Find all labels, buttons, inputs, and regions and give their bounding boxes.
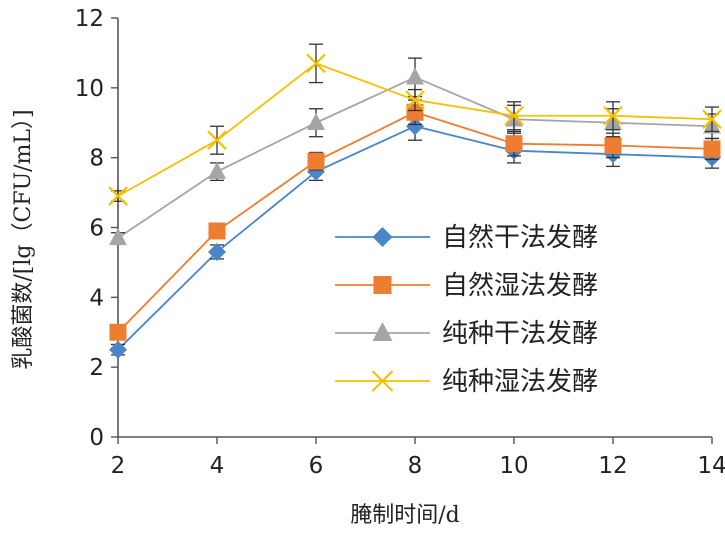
data-point [372, 227, 393, 247]
data-point [306, 53, 326, 74]
marker-stroke [603, 105, 623, 126]
x-tick-label: 4 [210, 453, 225, 479]
data-point [109, 340, 127, 359]
series-2 [109, 99, 721, 341]
data-point [405, 90, 425, 110]
data-point [108, 186, 128, 206]
y-tick-label: 2 [89, 355, 104, 381]
marker-stroke [108, 186, 128, 206]
data-point [406, 103, 424, 121]
data-point [702, 109, 722, 130]
data-point [307, 152, 325, 170]
legend-label: 自然湿法发酵 [442, 271, 598, 301]
data-point [604, 136, 622, 154]
y-tick-label: 4 [89, 285, 104, 311]
y-tick-label: 6 [89, 216, 104, 242]
y-axis-title: 乳酸菌数/[lg（CFU/mL）] [11, 109, 36, 369]
series-3 [109, 57, 721, 246]
y-tick-label: 0 [89, 425, 104, 451]
x-tick-label: 2 [111, 453, 126, 479]
x-axis-title: 腌制时间/d [350, 503, 460, 528]
legend-item-1: 自然干法发酵 [335, 223, 598, 253]
data-point [373, 276, 392, 294]
data-point [109, 323, 127, 341]
data-point [208, 242, 226, 261]
data-point [504, 105, 524, 126]
x-tick-label: 14 [697, 453, 725, 479]
data-point [406, 67, 424, 85]
marker-stroke [405, 90, 425, 110]
x-tick-label: 12 [598, 453, 627, 479]
data-point [703, 140, 721, 158]
data-point [603, 105, 623, 126]
marker-stroke [207, 130, 227, 150]
data-point [208, 222, 226, 240]
data-point [505, 135, 523, 153]
series-4 [108, 43, 722, 206]
y-tick-label: 10 [75, 76, 104, 102]
x-tick-label: 6 [309, 453, 324, 479]
data-point [307, 112, 325, 130]
x-tick-label: 8 [408, 453, 423, 479]
marker-stroke [702, 109, 722, 130]
marker-stroke [504, 105, 524, 126]
data-point [406, 117, 424, 136]
legend-item-3: 纯种干法发酵 [335, 319, 598, 349]
data-point [371, 370, 394, 392]
legend-label: 纯种湿法发酵 [442, 367, 598, 397]
series-line [117, 125, 713, 351]
series-layer [108, 43, 722, 359]
data-point [207, 130, 227, 150]
y-tick-label: 8 [89, 146, 104, 172]
marker-stroke [371, 370, 394, 392]
y-tick-label: 12 [75, 6, 104, 32]
legend-item-4: 纯种湿法发酵 [335, 367, 598, 397]
marker-stroke [306, 53, 326, 74]
data-point [109, 228, 127, 246]
data-point [208, 161, 226, 179]
x-tick-label: 10 [499, 453, 528, 479]
legend-item-2: 自然湿法发酵 [335, 271, 598, 301]
legend-label: 纯种干法发酵 [442, 319, 598, 349]
data-point [372, 322, 393, 341]
legend-label: 自然干法发酵 [442, 223, 598, 253]
